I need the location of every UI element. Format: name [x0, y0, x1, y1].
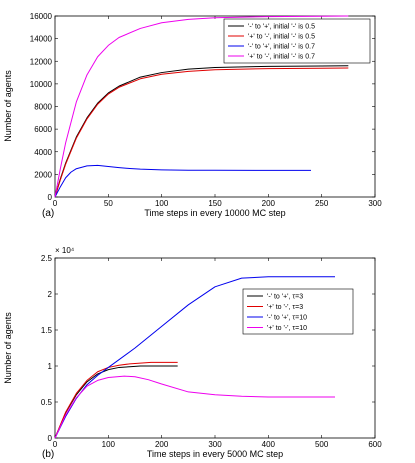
y-tick-label: 4000	[34, 148, 52, 157]
x-tick-label: 500	[315, 440, 329, 449]
y-axis-label-b: Number of agents	[3, 312, 13, 384]
y-tick-label: 2.5	[41, 254, 53, 263]
y-tick-label: 1.5	[41, 326, 53, 335]
legend-label: '+' to '-', τ=10	[267, 325, 307, 332]
series-line	[54, 15, 349, 198]
chart-panel-b: 0 100 200 300 400 500 600 0 0.5 1 1.5 2 2.5 '-' to …	[3, 246, 382, 460]
x-tick-label: 400	[262, 440, 276, 449]
y-multiplier-b: × 10⁴	[55, 246, 75, 255]
x-tick-label: 200	[155, 440, 169, 449]
x-tick-label: 50	[104, 199, 113, 208]
series-line	[54, 65, 349, 198]
y-tick-label: 0	[48, 193, 53, 202]
y-tick-label: 0	[48, 434, 53, 443]
x-tick-label: 600	[368, 440, 382, 449]
x-axis-label-b: Time steps in every 5000 MC step	[147, 449, 283, 459]
x-tick-label: 250	[315, 199, 329, 208]
legend-label: '+' to '-', τ=3	[267, 304, 303, 311]
x-tick-label: 150	[208, 199, 222, 208]
y-ticks-b: 0 0.5 1 1.5 2 2.5	[41, 254, 375, 443]
y-tick-label: 2000	[34, 170, 52, 179]
x-tick-label: 0	[53, 199, 58, 208]
legend-label: '-' to '+', τ=10	[267, 315, 307, 322]
legend-label: '+' to '-', initial '-' is 0.7	[248, 54, 315, 61]
x-ticks-a: 0 50 100 150 200 250 300	[53, 16, 382, 208]
y-tick-label: 12000	[30, 57, 53, 66]
series-lines-b	[54, 276, 335, 439]
chart-panel-a: 0 50 100 150 200 250 300 0 2000 4000 6000 8000 1000…	[3, 12, 382, 219]
series-line	[54, 164, 311, 198]
series-line	[54, 361, 178, 439]
y-tick-label: 1	[48, 362, 53, 371]
y-tick-label: 0.5	[41, 398, 53, 407]
y-tick-label: 6000	[34, 125, 52, 134]
panel-label-a: (a)	[42, 208, 54, 219]
y-tick-label: 10000	[30, 80, 53, 89]
y-tick-label: 2	[48, 290, 53, 299]
x-tick-label: 300	[208, 440, 222, 449]
series-line	[54, 365, 178, 439]
y-ticks-a: 0 2000 4000 6000 8000 10000 12000 14000 16000	[30, 12, 375, 202]
plot-area-b	[54, 257, 376, 439]
y-axis-label-a: Number of agents	[3, 70, 13, 142]
x-ticks-b: 0 100 200 300 400 500 600	[53, 258, 382, 449]
series-lines-a	[54, 15, 349, 198]
legend-label: '+' to '-', initial '-' is 0.5	[248, 34, 315, 41]
legend-a: '-' to '+', initial '-' is 0.5 '+' to '-'…	[223, 18, 371, 64]
x-tick-label: 0	[53, 440, 58, 449]
panel-label-b: (b)	[42, 449, 54, 460]
legend-box-a	[223, 18, 371, 64]
series-line	[54, 67, 349, 198]
x-tick-label: 300	[368, 199, 382, 208]
legend-label: '-' to '+', initial '-' is 0.7	[248, 44, 315, 51]
legend-b: '-' to '+', τ=3 '+' to '-', τ=3 '-' to '+'…	[242, 288, 354, 335]
y-tick-label: 8000	[34, 103, 52, 112]
x-tick-label: 100	[155, 199, 169, 208]
legend-label: '-' to '+', initial '-' is 0.5	[248, 24, 315, 31]
x-tick-label: 200	[262, 199, 276, 208]
x-axis-label-a: Time steps in every 10000 MC step	[144, 208, 285, 218]
series-line	[54, 375, 335, 439]
legend-label: '-' to '+', τ=3	[267, 294, 303, 301]
y-tick-label: 16000	[30, 12, 53, 21]
x-tick-label: 100	[102, 440, 116, 449]
y-tick-label: 14000	[30, 35, 53, 44]
